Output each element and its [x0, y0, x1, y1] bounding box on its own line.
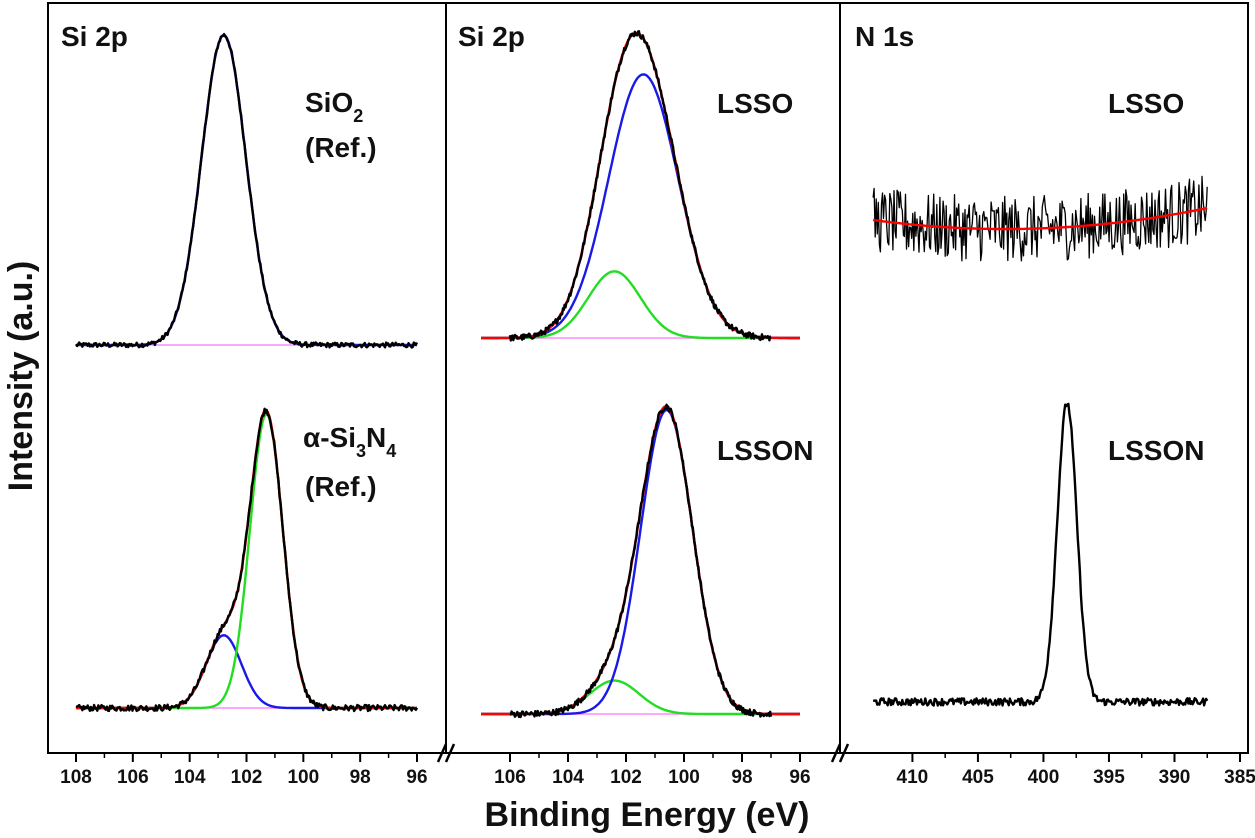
- x-tick-label-p3-4: 390: [1159, 767, 1191, 788]
- label-lsso-n: LSSO: [1108, 88, 1184, 119]
- panel-title-1: Si 2p: [61, 21, 128, 52]
- x-tick-label-p3-1: 405: [962, 767, 994, 788]
- x-tick-label-p2-1: 104: [552, 767, 584, 788]
- axis-break-1: [436, 743, 456, 763]
- x-tick-label-p3-2: 400: [1028, 767, 1060, 788]
- label-lsson-si: LSSON: [717, 435, 813, 466]
- curve-p1-s1-data-2: [74, 32, 419, 349]
- x-tick-label-p1-1: 106: [117, 767, 149, 788]
- x-tick-label-p2-5: 96: [789, 767, 810, 788]
- curve-p2-s2-data-4: [509, 403, 773, 719]
- curves-layer: [74, 30, 1209, 719]
- x-tick-label-p2-4: 98: [731, 767, 752, 788]
- label-lsson-n: LSSON: [1108, 435, 1204, 466]
- x-tick-label-p1-2: 104: [174, 767, 206, 788]
- curve-p2-s1-fit-1: [481, 270, 800, 340]
- label-sio2: SiO2: [305, 87, 363, 126]
- axis-break-2: [830, 743, 850, 763]
- label-sio2-ref: (Ref.): [305, 132, 377, 163]
- x-tick-label-p1-4: 100: [287, 767, 319, 788]
- x-tick-label-p3-0: 410: [897, 767, 929, 788]
- x-tick-label-p1-3: 102: [231, 767, 263, 788]
- ticks-layer: 108 106 104 102 100 98 96 106 104 102 100 98 96 410 40…: [60, 753, 1255, 788]
- panel-title-2: Si 2p: [458, 21, 525, 52]
- x-tick-label-p3-3: 395: [1093, 767, 1125, 788]
- x-tick-label-p2-3: 100: [668, 767, 700, 788]
- label-lsso-si: LSSO: [717, 88, 793, 119]
- curve-p1-s2-data-4: [75, 407, 419, 713]
- curve-p1-s1-fit-1: [76, 33, 417, 347]
- x-tick-label-p1-6: 96: [406, 767, 427, 788]
- curve-p1-s2-fit-1: [76, 634, 417, 710]
- curve-p3-s2-data-0: [872, 402, 1209, 707]
- y-axis-title: Intensity (a.u.): [2, 261, 40, 491]
- x-axis-title: Binding Energy (eV): [485, 796, 810, 834]
- curve-p3-s1-envelope-1: [872, 206, 1208, 231]
- x-tick-label-p2-0: 106: [494, 767, 526, 788]
- label-si3n4-ref: (Ref.): [305, 471, 377, 502]
- curve-p2-s2-fit-1: [481, 679, 800, 716]
- curve-p2-s1-envelope-3: [481, 31, 800, 340]
- x-tick-label-p3-5: 385: [1224, 767, 1255, 788]
- panel-title-3: N 1s: [855, 21, 914, 52]
- x-tick-label-p1-5: 98: [350, 767, 371, 788]
- x-tick-label-p2-2: 102: [610, 767, 642, 788]
- plot-frame: [47, 2, 1249, 754]
- curve-p3-s1-data-0: [872, 175, 1208, 262]
- label-si3n4: α-Si3N4: [303, 422, 396, 461]
- x-tick-label-p1-0: 108: [60, 767, 92, 788]
- curve-p2-s1-data-4: [508, 30, 772, 342]
